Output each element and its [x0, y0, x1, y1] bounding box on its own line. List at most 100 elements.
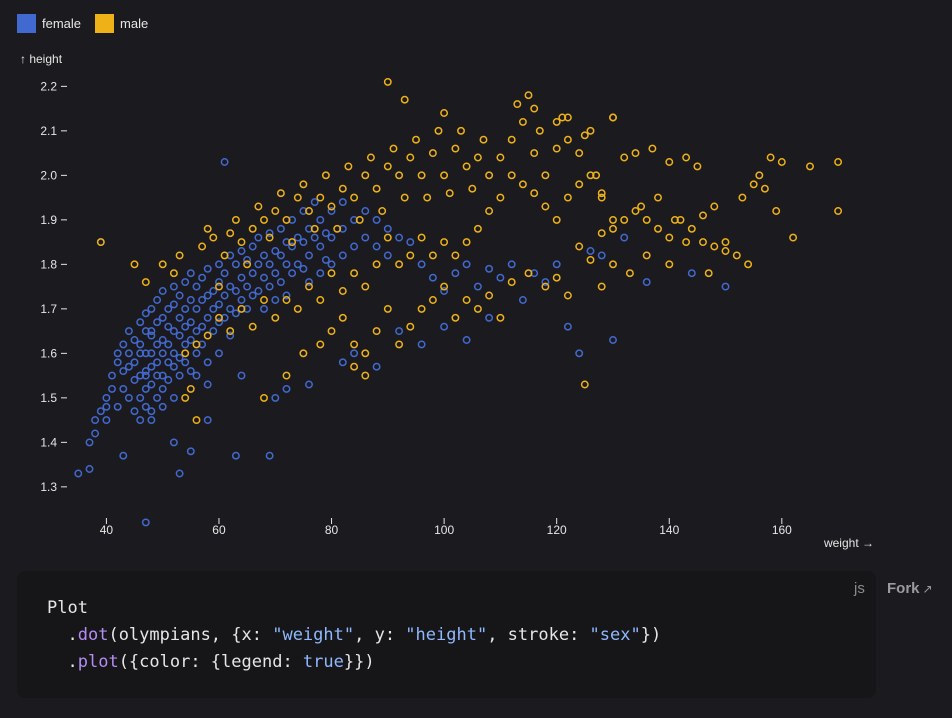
dot-male [226, 229, 235, 238]
dot-female [209, 304, 218, 313]
dot-male [226, 327, 235, 336]
dot-male [321, 171, 330, 180]
dot-male [220, 251, 229, 260]
dot-female [215, 278, 223, 287]
dot-female [203, 291, 212, 300]
dot-male [732, 251, 741, 260]
dot-female [147, 349, 156, 358]
dot-female [158, 349, 167, 358]
dot-male [412, 135, 420, 144]
dot-female [158, 384, 167, 393]
dot-male [462, 238, 471, 247]
dot-male [541, 202, 550, 211]
y-axis: 1.3 1.4 1.5 1.6 1.7 1.8 1.9 2.0 2.1 2.2 [40, 79, 67, 494]
series-female [74, 158, 730, 527]
dot-male [457, 126, 465, 135]
dot-female [288, 242, 297, 251]
dot-male [383, 77, 392, 86]
dot-female [192, 371, 201, 380]
dot-male [524, 91, 533, 100]
dot-female [552, 260, 561, 269]
dot-male [710, 242, 719, 251]
dot-female [417, 340, 426, 349]
dot-female [265, 260, 274, 269]
dot-female [293, 260, 302, 269]
dot-male [383, 162, 392, 171]
dot-male [445, 189, 454, 198]
dot-male [338, 313, 347, 322]
dot-female [299, 207, 308, 215]
dot-female [169, 393, 178, 402]
dot-female [141, 518, 150, 527]
dot-male [586, 171, 595, 180]
dot-male [215, 313, 223, 322]
dot-female [119, 367, 128, 376]
x-tick-label: 80 [325, 523, 339, 537]
dot-female [260, 251, 268, 260]
code-line-2: .dot(olympians, {x: "weight", y: "height… [67, 625, 661, 645]
dot-female [321, 255, 330, 264]
dot-male [665, 158, 674, 166]
dot-female [231, 309, 240, 318]
dot-female [237, 247, 246, 255]
x-tick-label: 40 [100, 523, 114, 537]
dot-male [383, 304, 392, 313]
dot-male [704, 269, 713, 278]
dot-male [338, 184, 347, 193]
dot-male [620, 215, 629, 224]
dot-female [169, 349, 178, 358]
dot-male [440, 282, 449, 291]
code-token-dot: . [67, 652, 78, 672]
dot-male [361, 282, 370, 291]
dot-male [552, 144, 561, 153]
dot-female [361, 207, 370, 215]
dot-female [153, 318, 162, 327]
dot-female [507, 260, 516, 269]
dot-male [473, 224, 482, 233]
dot-female [265, 282, 274, 291]
dot-male [288, 238, 297, 247]
dot-female [186, 336, 195, 344]
dot-female [74, 469, 83, 478]
dot-female [164, 322, 173, 331]
dot-male [440, 238, 449, 247]
dot-female [237, 296, 246, 304]
code-token-method-dot: dot [77, 625, 109, 645]
dot-female [175, 469, 184, 478]
x-tick-label: 120 [547, 523, 567, 537]
dot-male [350, 193, 359, 202]
dot-female [147, 380, 156, 389]
dot-female [231, 287, 240, 295]
dot-female [85, 465, 94, 473]
dot-female [215, 300, 223, 309]
legend-swatch-female [17, 14, 36, 33]
dot-female [181, 304, 190, 313]
dot-female [265, 451, 274, 460]
dot-male [654, 224, 662, 233]
dot-male [327, 327, 336, 336]
dot-female [85, 438, 94, 447]
dot-male [305, 207, 313, 215]
dot-female [198, 273, 207, 282]
dot-female [203, 358, 212, 367]
dot-male [192, 340, 201, 349]
dot-male [552, 273, 561, 282]
dot-female [316, 269, 325, 278]
dot-male [350, 362, 359, 371]
dot-female [181, 322, 190, 331]
dot-male [755, 171, 764, 180]
dot-female [248, 291, 257, 300]
dot-male [631, 149, 640, 158]
code-card: Plot .dot(olympians, {x: "weight", y: "h… [17, 571, 876, 698]
dot-female [248, 269, 257, 278]
dot-male [316, 340, 325, 349]
dot-male [395, 260, 404, 269]
dot-male [530, 149, 539, 158]
dot-female [124, 349, 133, 358]
dot-male [344, 162, 353, 171]
dot-female [271, 393, 280, 402]
dot-male [609, 260, 617, 269]
dot-female [350, 215, 359, 224]
fork-button[interactable]: Fork ↗ [887, 580, 933, 597]
dot-female [305, 380, 313, 389]
